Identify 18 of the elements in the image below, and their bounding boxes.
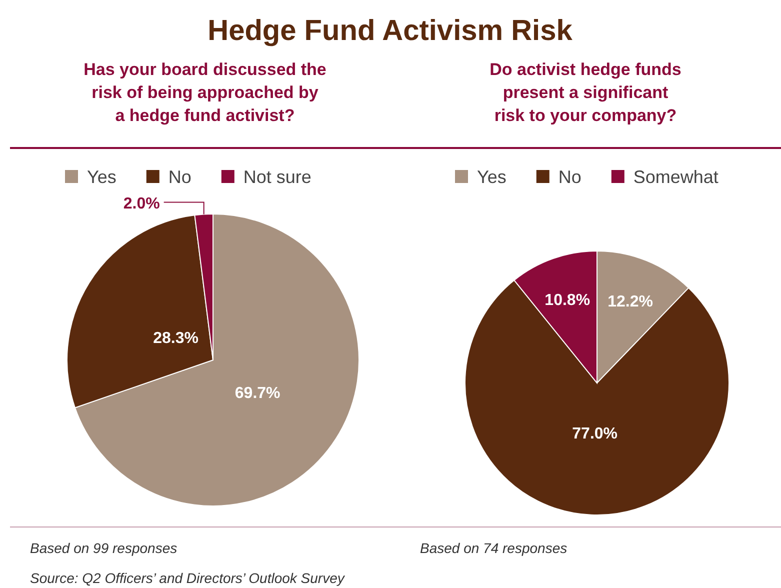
legend-label: Not sure xyxy=(243,167,312,187)
chart-subtitle: Has your board discussed the risk of being approached by a hedge fund activist? xyxy=(84,60,326,125)
chart-title: Hedge Fund Activism Risk xyxy=(208,15,574,47)
legend-label: Yes xyxy=(87,167,116,187)
source-note: Source: Q2 Officers’ and Directors’ Outlook Survey xyxy=(30,570,346,586)
legend-label: No xyxy=(168,167,192,187)
data-label: 2.0% xyxy=(123,195,160,212)
data-label: 69.7% xyxy=(234,384,280,402)
legend-label: No xyxy=(558,167,582,187)
data-label: 28.3% xyxy=(153,330,198,347)
data-label: 12.2% xyxy=(608,293,654,310)
legend-label: Somewhat xyxy=(633,167,718,187)
text: Based on 99 responses xyxy=(30,540,178,556)
legend-label: Yes xyxy=(477,167,506,187)
text: Based on 74 responses xyxy=(420,540,568,556)
data-label: 10.8% xyxy=(544,292,590,309)
chart-subtitle: Do activist hedge funds present a significant risk to your company? xyxy=(490,60,682,125)
data-label: 77.0% xyxy=(572,425,618,442)
